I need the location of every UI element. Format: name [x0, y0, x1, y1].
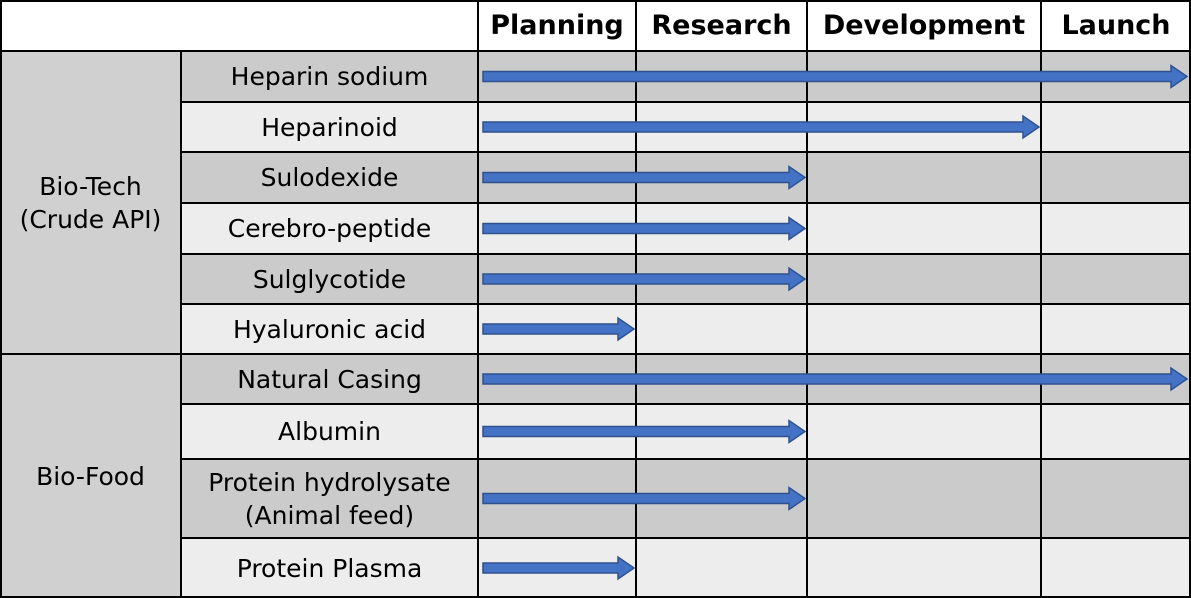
grid-vline — [477, 0, 479, 598]
product-label: Protein hydrolysate (Animal feed) — [208, 467, 451, 530]
grid-vline — [180, 51, 182, 598]
product-name: Heparin sodium — [181, 51, 478, 102]
grid-right — [1189, 0, 1191, 598]
progress-arrow — [482, 366, 1189, 392]
grid-hline — [181, 253, 1191, 255]
product-label: Hyaluronic acid — [232, 314, 427, 344]
product-label: Sulglycotide — [252, 264, 407, 294]
grid-hline — [181, 303, 1191, 305]
progress-arrow — [482, 114, 1041, 140]
progress-arrow — [482, 165, 807, 190]
stage-cell — [807, 538, 1041, 598]
product-label: Heparin sodium — [230, 62, 429, 91]
grid-vline — [806, 0, 808, 598]
stage-cell — [1041, 404, 1191, 459]
stage-header-research: Research — [636, 0, 807, 51]
grid-vline — [1040, 0, 1042, 598]
stage-cell — [1041, 102, 1191, 152]
group-label: Bio-Tech (Crude API) — [0, 51, 181, 354]
stage-cell — [807, 203, 1041, 254]
grid-top — [0, 0, 1191, 2]
product-name: Natural Casing — [181, 354, 478, 404]
grid-hline — [0, 353, 1191, 355]
product-label: Protein Plasma — [236, 553, 423, 583]
product-name: Sulodexide — [181, 152, 478, 203]
stage-cell — [1041, 152, 1191, 203]
stage-cell — [807, 459, 1041, 538]
grid-hline — [181, 151, 1191, 153]
product-label: Natural Casing — [237, 364, 422, 394]
stage-cell — [1041, 538, 1191, 598]
stage-cell — [807, 304, 1041, 354]
product-label: Albumin — [278, 417, 381, 446]
group-label: Bio-Food — [0, 354, 181, 598]
grid-hline — [181, 458, 1191, 460]
progress-arrow — [482, 419, 807, 444]
stage-cell — [1041, 254, 1191, 304]
product-name: Protein hydrolysate (Animal feed) — [181, 459, 478, 538]
product-name: Hyaluronic acid — [181, 304, 478, 354]
stage-header-planning: Planning — [478, 0, 636, 51]
progress-arrow — [482, 555, 636, 581]
stage-cell — [807, 254, 1041, 304]
grid-left — [0, 0, 2, 598]
grid-hline — [181, 537, 1191, 539]
product-name: Albumin — [181, 404, 478, 459]
group-name: Bio-Tech (Crude API) — [19, 171, 162, 234]
stage-cell — [1041, 203, 1191, 254]
product-name: Cerebro-peptide — [181, 203, 478, 254]
product-name: Protein Plasma — [181, 538, 478, 598]
progress-arrow — [482, 216, 807, 241]
stage-cell — [1041, 459, 1191, 538]
stage-header-development: Development — [807, 0, 1041, 51]
grid-hline — [181, 101, 1191, 103]
grid-hline — [181, 403, 1191, 405]
header-corner — [0, 0, 478, 51]
product-label: Sulodexide — [260, 163, 399, 192]
progress-arrow — [482, 486, 807, 511]
grid-vline — [635, 0, 637, 598]
progress-arrow — [482, 316, 636, 342]
progress-arrow — [482, 64, 1189, 89]
grid-hline — [0, 50, 1191, 52]
grid-bottom — [0, 596, 1191, 598]
stage-cell — [807, 152, 1041, 203]
stage-cell — [1041, 304, 1191, 354]
grid-hline — [181, 202, 1191, 204]
group-name: Bio-Food — [36, 461, 145, 491]
product-name: Sulglycotide — [181, 254, 478, 304]
stage-cell — [636, 304, 807, 354]
product-label: Cerebro-peptide — [227, 214, 432, 243]
product-name: Heparinoid — [181, 102, 478, 152]
product-label: Heparinoid — [261, 112, 398, 142]
stage-cell — [807, 404, 1041, 459]
progress-arrow — [482, 266, 807, 292]
stage-cell — [636, 538, 807, 598]
stage-header-launch: Launch — [1041, 0, 1191, 51]
